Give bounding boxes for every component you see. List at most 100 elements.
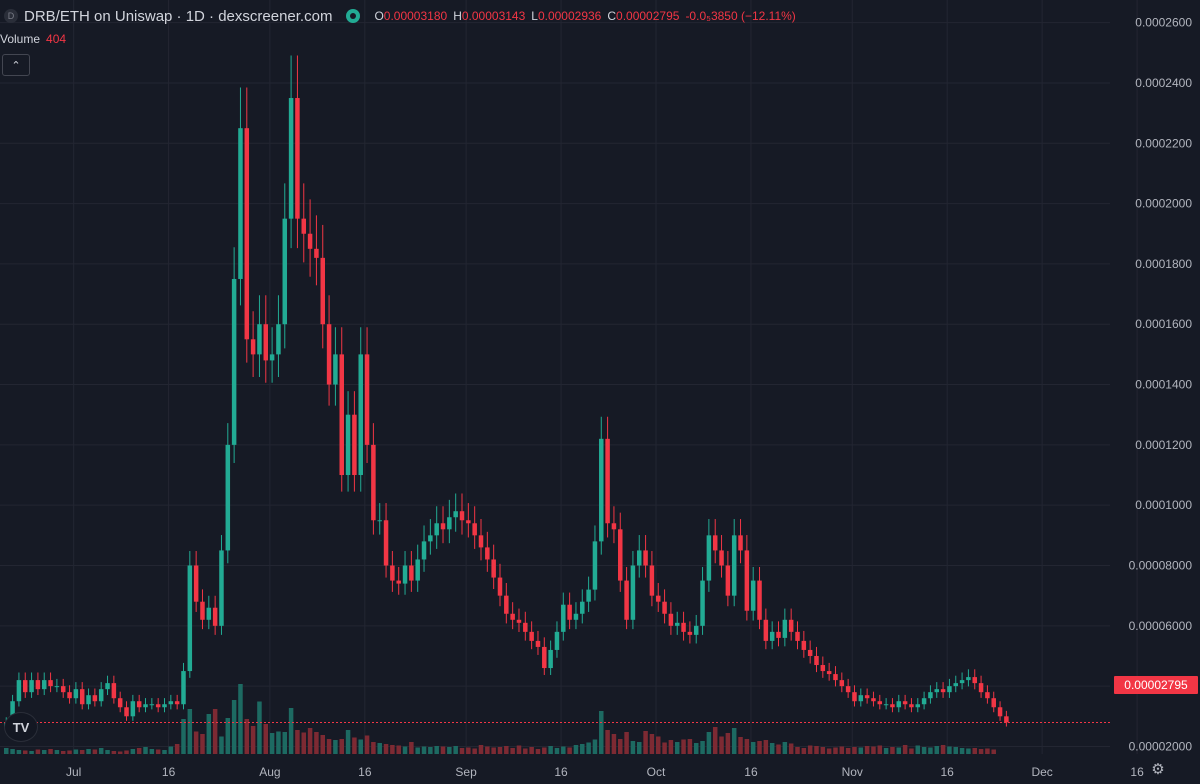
- candlesticks: [4, 55, 1009, 731]
- volume-bar: [73, 749, 79, 754]
- volume-bar: [890, 747, 895, 754]
- candle-body: [453, 511, 458, 518]
- volume-bar: [978, 749, 984, 754]
- candle-body: [54, 686, 60, 688]
- volume-bar: [459, 748, 465, 754]
- candle-body: [997, 707, 1003, 717]
- volume-bar: [776, 744, 781, 754]
- candle-body: [206, 607, 212, 620]
- candle-body: [637, 550, 642, 566]
- candle-body: [839, 680, 845, 687]
- volume-bar: [504, 746, 509, 754]
- candle-body: [105, 683, 110, 690]
- candle-body: [282, 218, 288, 325]
- x-tick-label: Dec: [1031, 765, 1052, 779]
- candle-body: [864, 695, 870, 699]
- volume-bar: [788, 743, 794, 754]
- candle-body: [807, 649, 813, 656]
- volume-bar: [902, 745, 908, 754]
- volume-bar: [4, 748, 9, 754]
- candle-body: [402, 565, 408, 584]
- candle-body: [92, 695, 98, 702]
- candle-body: [738, 535, 743, 551]
- ohlc-readout: O0.00003180 H0.00003143 L0.00002936 C0.0…: [374, 9, 796, 23]
- candle-body: [674, 622, 680, 626]
- market-status-icon[interactable]: [346, 9, 361, 23]
- volume-bar: [257, 701, 262, 754]
- candle-body: [497, 577, 503, 596]
- volume-bar: [231, 700, 237, 754]
- tradingview-logo[interactable]: TV: [4, 712, 38, 742]
- volume-bar: [314, 732, 319, 754]
- y-tick-label: 0.00002000: [1129, 739, 1193, 753]
- volume-bar: [624, 732, 629, 754]
- x-tick-label: Oct: [647, 765, 666, 779]
- volume-bar: [934, 746, 940, 754]
- candle-body: [580, 601, 585, 614]
- volume-bar: [491, 747, 496, 754]
- candle-body: [269, 354, 275, 361]
- volume-bar: [333, 740, 338, 754]
- volume-bar: [712, 727, 718, 754]
- volume-bar: [307, 728, 313, 754]
- candle-body: [504, 595, 509, 614]
- volume-bar: [700, 741, 705, 754]
- candle-body: [415, 559, 420, 581]
- x-tick-label: 16: [358, 765, 372, 779]
- volume-bar: [428, 747, 433, 754]
- candle-body: [712, 535, 718, 551]
- volume-bar: [396, 745, 401, 754]
- candle-body: [124, 707, 129, 717]
- candle-body: [630, 565, 636, 620]
- candle-body: [890, 704, 895, 708]
- candle-body: [16, 680, 22, 702]
- collapse-legend-button[interactable]: ⌃: [2, 54, 30, 76]
- volume-bar: [959, 748, 965, 754]
- volume-bar: [130, 749, 136, 754]
- volume-bar: [940, 745, 946, 754]
- candle-body: [959, 680, 965, 684]
- candle-body: [168, 701, 174, 705]
- candle-body: [782, 619, 788, 638]
- volume-bar: [466, 747, 471, 754]
- volume-bar: [225, 718, 231, 754]
- candle-body: [345, 414, 351, 476]
- volume-bar: [67, 750, 72, 754]
- symbol-title[interactable]: DRB/ETH on Uniswap · 1D · dexscreener.co…: [24, 7, 333, 25]
- candle-body: [434, 523, 439, 536]
- volume-bar: [276, 731, 281, 754]
- token-logo: D: [4, 9, 18, 23]
- gear-icon[interactable]: ⚙: [1151, 761, 1165, 778]
- volume-bar: [10, 749, 15, 754]
- volume-bar: [706, 732, 712, 754]
- candle-body: [212, 607, 218, 626]
- volume-bar: [48, 749, 53, 754]
- x-axis[interactable]: Jul 16 Aug 16 Sep 16 Oct 16 Nov 16 Dec 16: [66, 765, 1144, 779]
- volume-bar: [371, 742, 376, 754]
- volume-bar: [548, 746, 553, 754]
- candle-body: [314, 248, 319, 258]
- volume-bar: [421, 746, 427, 754]
- volume-bar: [478, 745, 484, 754]
- volume-bar: [871, 746, 876, 754]
- candle-body: [896, 701, 902, 708]
- candle-body: [440, 523, 446, 530]
- candle-body: [320, 257, 325, 325]
- candle-body: [725, 565, 731, 596]
- candle-body: [41, 680, 47, 690]
- y-axis[interactable]: 0.000020000.000040000.000060000.00008000…: [1129, 16, 1193, 754]
- chevron-up-icon: ⌃: [11, 59, 21, 72]
- open-value: 0.00003180: [383, 9, 448, 23]
- candle-body: [396, 580, 401, 584]
- candle-body: [250, 339, 256, 355]
- candle-body: [928, 692, 933, 699]
- volume-bar: [580, 744, 585, 754]
- volume-bar: [611, 734, 617, 754]
- volume-bar: [833, 747, 838, 754]
- candle-body: [48, 680, 53, 687]
- volume-bar: [244, 719, 250, 754]
- x-tick-label: Sep: [455, 765, 477, 779]
- volume-bar: [769, 743, 775, 754]
- volume-bar: [54, 750, 60, 754]
